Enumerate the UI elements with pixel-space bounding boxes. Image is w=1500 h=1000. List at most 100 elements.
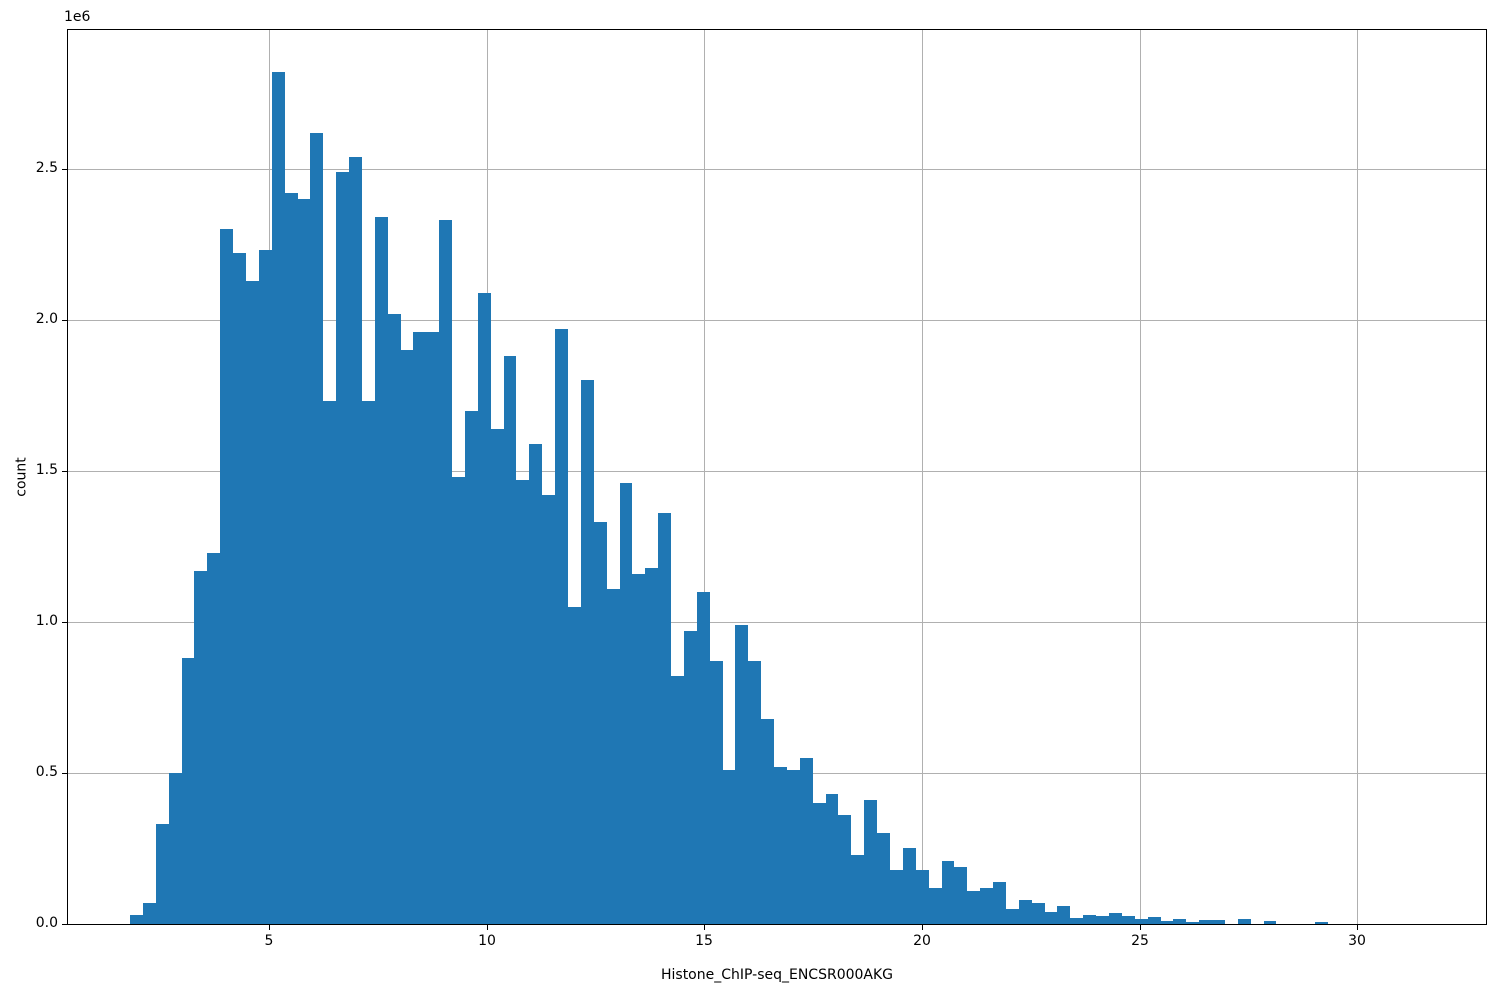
x-axis-tick: [704, 925, 705, 930]
x-gridline: [704, 30, 705, 924]
y-axis-tick-label: 1.5: [35, 462, 58, 478]
histogram-bar: [1109, 913, 1122, 924]
histogram-bar: [838, 815, 851, 924]
histogram-bar: [594, 522, 607, 924]
histogram-bar: [1096, 916, 1109, 924]
histogram-bar: [194, 571, 207, 924]
histogram-bar: [298, 199, 310, 924]
y-axis-tick-label: 0.0: [35, 915, 58, 931]
x-axis-tick: [1357, 925, 1358, 930]
histogram-bar: [272, 72, 285, 924]
histogram-bar: [349, 157, 362, 924]
y-axis-tick: [62, 924, 67, 925]
histogram-bar: [542, 495, 555, 924]
histogram-bar: [607, 589, 620, 924]
histogram-bar: [826, 794, 838, 924]
histogram-bar: [336, 172, 349, 924]
histogram-bar: [1032, 903, 1045, 924]
histogram-bar: [980, 888, 993, 924]
histogram-bar: [413, 332, 426, 924]
histogram-bar: [723, 770, 735, 924]
histogram-bar: [813, 803, 826, 924]
histogram-bar: [748, 661, 761, 924]
x-axis-tick: [922, 925, 923, 930]
histogram-bar: [220, 229, 233, 924]
histogram-bar: [1135, 919, 1148, 924]
histogram-bar: [1148, 917, 1161, 924]
histogram-bar: [671, 676, 684, 924]
histogram-bar: [1019, 900, 1032, 924]
histogram-bar: [401, 350, 413, 924]
histogram-bar: [581, 380, 594, 924]
histogram-bar: [388, 314, 401, 924]
x-gridline: [922, 30, 923, 924]
histogram-bar: [323, 401, 336, 924]
x-axis-tick-label: 10: [478, 933, 496, 949]
histogram-bar: [645, 568, 658, 924]
y-axis-tick: [62, 471, 67, 472]
x-gridline: [1140, 30, 1141, 924]
histogram-bar: [800, 758, 813, 924]
histogram-bar: [620, 483, 632, 924]
histogram-bar: [246, 281, 259, 924]
histogram-bar: [362, 401, 375, 924]
histogram-bar: [504, 356, 516, 924]
histogram-bar: [890, 870, 903, 924]
histogram-bar: [967, 891, 980, 924]
histogram-bar: [207, 553, 220, 924]
y-axis-tick-label: 1.0: [35, 613, 58, 629]
histogram-bar: [1057, 906, 1070, 924]
histogram-bar: [658, 513, 671, 924]
histogram-bar: [864, 800, 877, 924]
y-gridline: [68, 622, 1486, 623]
histogram-bar: [851, 855, 864, 924]
histogram-bar: [1238, 919, 1251, 924]
y-gridline: [68, 320, 1486, 321]
x-axis-tick-label: 25: [1131, 933, 1149, 949]
y-axis-tick: [62, 169, 67, 170]
histogram-bar: [916, 870, 929, 924]
histogram-bar: [516, 480, 529, 924]
histogram-bar: [903, 848, 916, 924]
histogram-bar: [1006, 909, 1019, 924]
x-axis-label: Histone_ChIP-seq_ENCSR000AKG: [660, 967, 894, 983]
x-axis-tick-label: 30: [1348, 933, 1366, 949]
histogram-bar: [568, 607, 581, 924]
x-axis-tick-label: 20: [913, 933, 931, 949]
histogram-bar: [143, 903, 156, 924]
histogram-bar: [774, 767, 787, 924]
histogram-bar: [375, 217, 388, 924]
histogram-bar: [710, 661, 723, 924]
histogram-bar: [465, 411, 478, 924]
histogram-bar: [954, 867, 967, 924]
histogram-bar: [285, 193, 298, 924]
plot-area: [67, 29, 1487, 925]
histogram-bar: [942, 861, 954, 924]
histogram-bar: [1264, 921, 1276, 924]
histogram-bar: [478, 293, 491, 924]
histogram-bar: [735, 625, 748, 924]
histogram-bar: [993, 882, 1006, 924]
histogram-bar: [1199, 920, 1212, 924]
histogram-bar: [1122, 916, 1135, 924]
y-axis-tick-label: 2.0: [35, 311, 58, 327]
histogram-bar: [491, 429, 504, 924]
y-axis-offset-text: 1e6: [64, 9, 91, 25]
y-gridline: [68, 471, 1486, 472]
histogram-bar: [182, 658, 194, 924]
y-axis-tick: [62, 773, 67, 774]
y-gridline: [68, 924, 1486, 925]
histogram-bar: [877, 833, 890, 924]
x-gridline: [1357, 30, 1358, 924]
histogram-bar: [310, 133, 323, 924]
y-gridline: [68, 169, 1486, 170]
x-axis-tick-label: 15: [695, 933, 713, 949]
histogram-bar: [1173, 919, 1186, 924]
histogram-bar: [1186, 922, 1199, 924]
histogram-bar: [169, 773, 182, 924]
y-axis-tick: [62, 622, 67, 623]
histogram-bar: [1070, 918, 1083, 924]
histogram-bar: [529, 444, 542, 924]
histogram-bar: [156, 824, 169, 924]
